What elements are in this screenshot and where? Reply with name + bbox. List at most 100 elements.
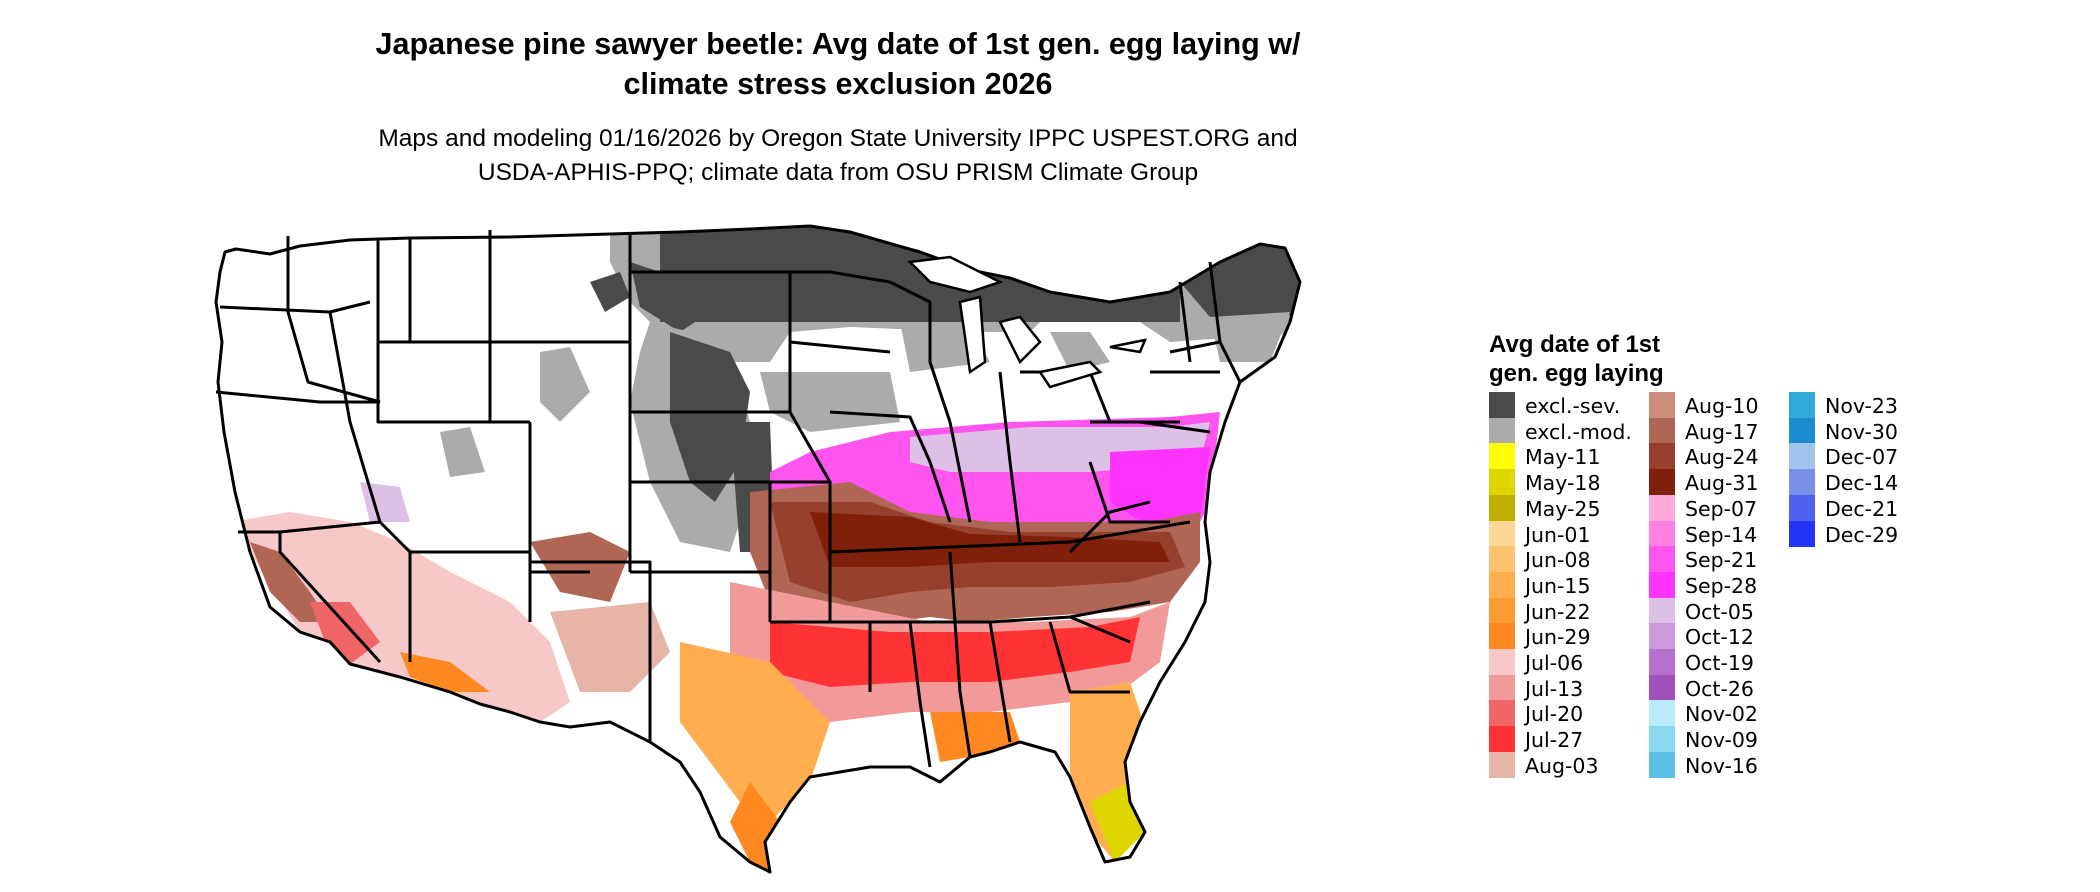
legend-swatch [1489,598,1515,624]
legend-item: Sep-28 [1649,572,1799,598]
legend-label: Jul-06 [1525,651,1584,675]
legend-swatch [1649,700,1675,726]
legend-label: Aug-03 [1525,754,1599,778]
legend-label: Dec-07 [1825,445,1899,469]
legend-item: May-11 [1489,443,1639,469]
legend-label: excl.-mod. [1525,420,1632,444]
legend: Avg date of 1st gen. egg laying excl.-se… [1489,330,1898,778]
legend-label: May-11 [1525,445,1601,469]
legend-swatch [1649,392,1675,418]
legend-swatch [1649,469,1675,495]
legend-item: Sep-07 [1649,495,1799,521]
legend-label: Nov-30 [1825,420,1898,444]
legend-item: Dec-21 [1789,495,1939,521]
legend-label: Jun-01 [1525,523,1591,547]
egg-laying-date-zones [216,226,1300,872]
legend-item: Oct-19 [1649,649,1799,675]
legend-swatch [1789,495,1815,521]
legend-item: Jun-08 [1489,546,1639,572]
legend-label: May-18 [1525,471,1601,495]
legend-item: Dec-14 [1789,469,1939,495]
legend-label: Jul-27 [1525,728,1584,752]
legend-label: Aug-24 [1685,445,1759,469]
legend-swatch [1649,649,1675,675]
legend-label: Dec-29 [1825,523,1899,547]
legend-swatch [1789,521,1815,547]
legend-swatch [1649,726,1675,752]
legend-swatch [1489,726,1515,752]
legend-label: Aug-10 [1685,394,1759,418]
legend-label: Nov-02 [1685,702,1758,726]
legend-swatch [1789,418,1815,444]
legend-label: Jun-22 [1525,600,1591,624]
legend-item: excl.-sev. [1489,392,1639,418]
legend-label: Dec-14 [1825,471,1899,495]
legend-item: Jun-29 [1489,623,1639,649]
map-title-line-2: climate stress exclusion 2026 [623,67,1053,101]
legend-label: Jun-15 [1525,574,1591,598]
map-subtitle-line-1: Maps and modeling 01/16/2026 by Oregon S… [378,125,1298,152]
legend-item: Jul-13 [1489,675,1639,701]
legend-title: Avg date of 1st gen. egg laying [1489,330,1749,388]
legend-swatch [1489,418,1515,444]
legend-label: Oct-05 [1685,600,1754,624]
map-subtitle: Maps and modeling 01/16/2026 by Oregon S… [0,122,1676,190]
us-map-svg [214,224,1302,874]
legend-item: May-25 [1489,495,1639,521]
legend-label: Dec-21 [1825,497,1899,521]
legend-label: Nov-23 [1825,394,1898,418]
legend-label: Nov-09 [1685,728,1758,752]
legend-label: Sep-28 [1685,574,1758,598]
legend-swatch [1489,521,1515,547]
great-lakes [907,255,1148,389]
legend-item: Nov-30 [1789,418,1939,444]
legend-item: Jul-06 [1489,649,1639,675]
legend-swatch [1489,752,1515,778]
legend-swatch [1649,623,1675,649]
legend-swatch [1489,495,1515,521]
legend-item: Nov-09 [1649,726,1799,752]
legend-swatch [1789,469,1815,495]
legend-item: Nov-02 [1649,700,1799,726]
us-map [210,222,1450,892]
legend-label: Aug-17 [1685,420,1759,444]
legend-swatch [1649,495,1675,521]
legend-item: Sep-14 [1649,521,1799,547]
legend-swatch [1789,392,1815,418]
legend-item: Jun-01 [1489,521,1639,547]
legend-swatch [1649,546,1675,572]
legend-title-line-2: gen. egg laying [1489,360,1664,387]
legend-swatch [1649,675,1675,701]
legend-swatch [1789,443,1815,469]
legend-swatch [1489,623,1515,649]
legend-swatch [1649,521,1675,547]
legend-label: Jun-29 [1525,625,1591,649]
legend-item: Oct-26 [1649,675,1799,701]
legend-label: Sep-07 [1685,497,1758,521]
legend-item: Jul-27 [1489,726,1639,752]
legend-swatch [1489,546,1515,572]
map-title: Japanese pine sawyer beetle: Avg date of… [0,24,1676,104]
legend-item: Aug-17 [1649,418,1799,444]
legend-item: Nov-23 [1789,392,1939,418]
legend-label: May-25 [1525,497,1601,521]
legend-swatch [1649,598,1675,624]
legend-label: Jul-13 [1525,677,1584,701]
legend-swatch [1489,443,1515,469]
legend-swatch [1489,392,1515,418]
legend-label: Sep-21 [1685,548,1758,572]
legend-swatch [1649,443,1675,469]
legend-title-line-1: Avg date of 1st [1489,331,1661,358]
legend-label: Jul-20 [1525,702,1584,726]
legend-label: Oct-26 [1685,677,1754,701]
legend-item: Oct-05 [1649,598,1799,624]
legend-item: Jun-15 [1489,572,1639,598]
legend-item: Jun-22 [1489,598,1639,624]
legend-swatch [1489,649,1515,675]
legend-item: Aug-03 [1489,752,1639,778]
legend-item: Aug-10 [1649,392,1799,418]
legend-item: Jul-20 [1489,700,1639,726]
state-borders [214,224,1302,874]
legend-item: Dec-29 [1789,521,1939,547]
legend-label: Oct-12 [1685,625,1754,649]
